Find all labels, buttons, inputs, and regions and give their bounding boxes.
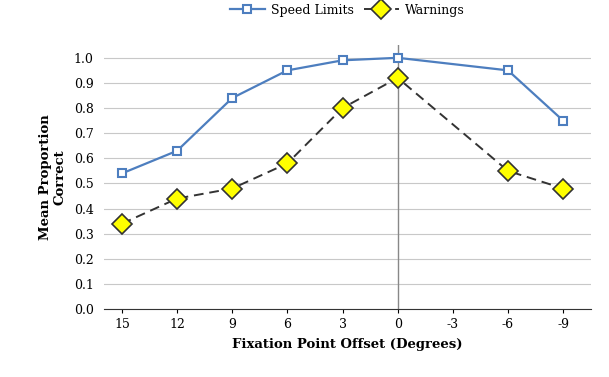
Warnings: [394, 76, 401, 80]
Speed Limits: [339, 58, 346, 63]
Line: Speed Limits: Speed Limits: [118, 54, 568, 178]
Speed Limits: [284, 68, 291, 73]
X-axis label: Fixation Point Offset (Degrees): Fixation Point Offset (Degrees): [232, 338, 462, 351]
Y-axis label: Mean Proportion
Correct: Mean Proportion Correct: [39, 114, 67, 240]
Speed Limits: [174, 149, 181, 153]
Speed Limits: [504, 68, 512, 73]
Line: Warnings: Warnings: [115, 71, 570, 231]
Warnings: [339, 106, 346, 110]
Warnings: [174, 196, 181, 201]
Speed Limits: [394, 55, 401, 60]
Speed Limits: [560, 118, 567, 123]
Legend: Speed Limits, Warnings: Speed Limits, Warnings: [225, 0, 470, 22]
Speed Limits: [228, 96, 236, 100]
Warnings: [118, 221, 125, 226]
Warnings: [560, 186, 567, 191]
Warnings: [228, 186, 236, 191]
Warnings: [284, 161, 291, 166]
Warnings: [504, 169, 512, 173]
Speed Limits: [118, 171, 125, 176]
